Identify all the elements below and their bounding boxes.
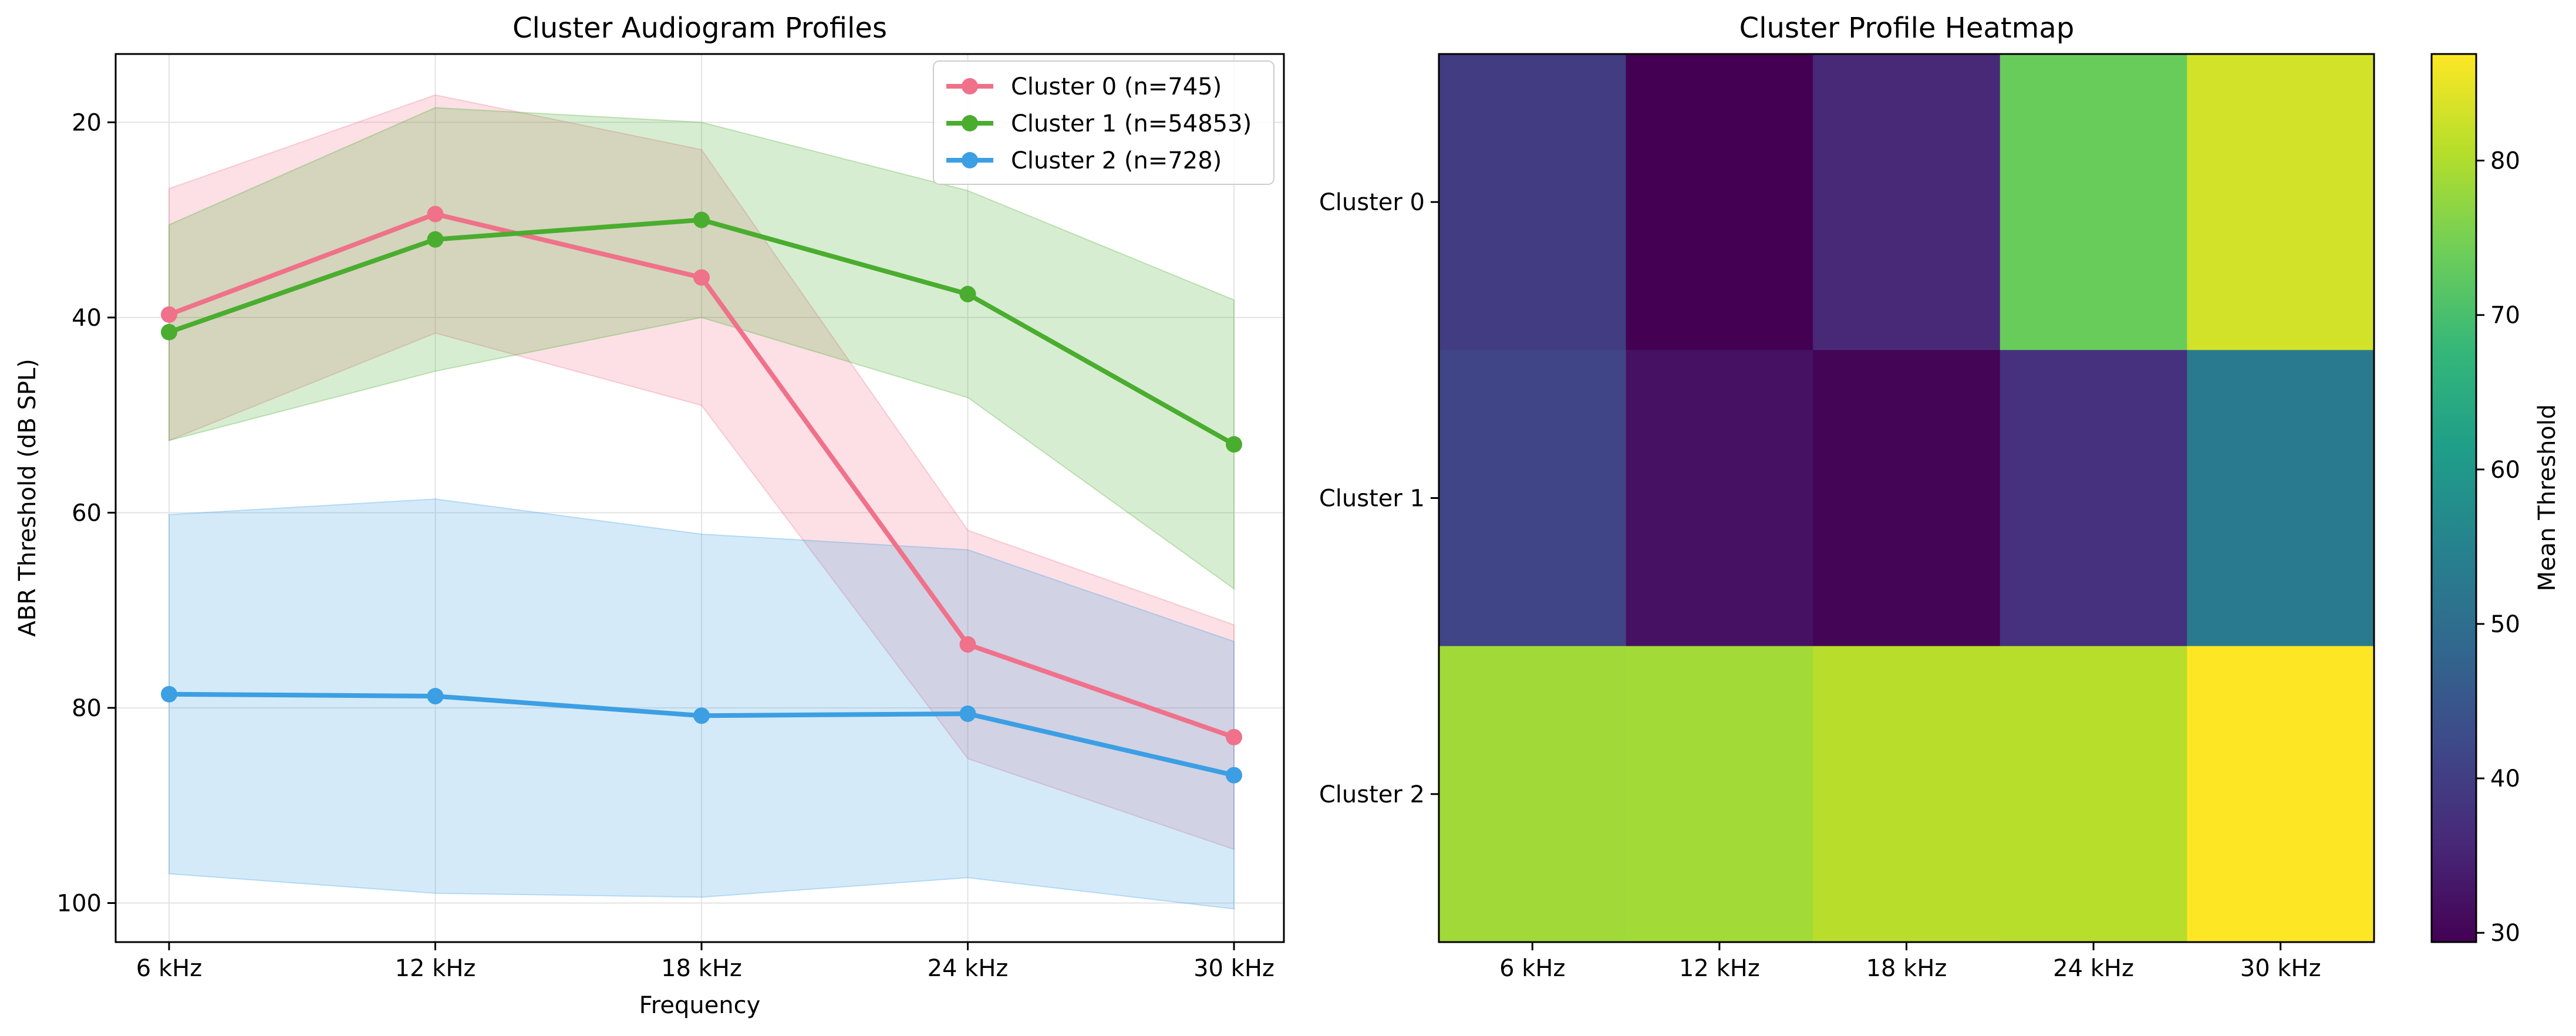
colorbar-tick-label: 40 — [2490, 765, 2520, 792]
heatmap-cell — [2000, 646, 2187, 943]
heatmap-cell — [1813, 54, 2001, 350]
y-tick-label: 100 — [57, 890, 102, 917]
heatmap-cell — [2187, 646, 2375, 943]
y-axis-label: ABR Threshold (dB SPL) — [14, 359, 41, 637]
heatmap-cell — [1439, 54, 1627, 350]
heatmap-x-tick-label: 6 kHz — [1499, 955, 1565, 982]
line-chart-lines — [161, 205, 1242, 784]
heatmap-cell — [2000, 54, 2187, 350]
band-cluster-2 — [168, 498, 1235, 910]
colorbar-label: Mean Threshold — [2534, 404, 2561, 592]
heatmap-x-tick-label: 18 kHz — [1866, 955, 1947, 982]
colorbar-tick-label: 70 — [2490, 302, 2520, 329]
x-tick-label: 12 kHz — [395, 955, 476, 982]
point-cluster-0 — [959, 636, 976, 653]
colorbar-tick-label: 30 — [2490, 920, 2520, 947]
heatmap-cell — [2187, 350, 2375, 647]
heatmap-title: Cluster Profile Heatmap — [1739, 12, 2075, 45]
heatmap-y-tick-label: Cluster 2 — [1319, 781, 1425, 808]
heatmap-cell — [1813, 646, 2001, 943]
y-tick-label: 40 — [72, 305, 102, 332]
legend-marker — [962, 152, 978, 168]
colorbar-ticks: 30 40 50 60 70 80 — [2476, 148, 2520, 947]
y-tick-label: 80 — [72, 695, 102, 722]
line-chart: Cluster Audiogram Profiles 6 kHz 12 kHz 18… — [14, 12, 1285, 1019]
point-cluster-1 — [161, 323, 177, 340]
band-cluster-0 — [168, 94, 1235, 851]
y-tick-label: 20 — [72, 109, 102, 136]
x-tick-label: 30 kHz — [1193, 955, 1274, 982]
x-axis-ticks: 6 kHz 12 kHz 18 kHz 24 kHz 30 kHz — [136, 942, 1274, 982]
point-cluster-2 — [959, 705, 976, 722]
y-axis-ticks: 20 40 60 80 100 — [57, 109, 116, 917]
colorbar-tick-label: 60 — [2490, 457, 2520, 484]
heatmap-cell — [1626, 350, 1813, 647]
point-cluster-1 — [959, 286, 976, 303]
heatmap-cell — [2000, 350, 2187, 647]
heatmap-cell — [1626, 646, 1813, 943]
point-cluster-2 — [427, 688, 444, 705]
heatmap-cells — [1439, 54, 2375, 943]
x-tick-label: 18 kHz — [661, 955, 742, 982]
legend-marker — [962, 78, 978, 95]
x-tick-label: 6 kHz — [136, 955, 202, 982]
heatmap-cell — [1626, 54, 1813, 350]
heatmap-cell — [1439, 350, 1627, 647]
point-cluster-2 — [161, 686, 177, 703]
heatmap: Cluster Profile Heatmap 6 kHz 12 kHz 18 kH… — [1319, 12, 2561, 982]
heatmap-y-ticks: Cluster 0 Cluster 1 Cluster 2 — [1319, 189, 1439, 808]
x-tick-label: 24 kHz — [928, 955, 1009, 982]
point-cluster-0 — [427, 205, 444, 222]
point-cluster-0 — [1226, 728, 1242, 745]
line-chart-grid — [116, 54, 1284, 942]
point-cluster-0 — [161, 306, 177, 323]
heatmap-cell — [2187, 54, 2375, 350]
line-chart-title: Cluster Audiogram Profiles — [512, 12, 887, 45]
legend-entry: Cluster 1 (n=54853) — [1011, 110, 1252, 137]
legend-entry: Cluster 0 (n=745) — [1011, 73, 1222, 100]
legend-entry: Cluster 2 (n=728) — [1011, 147, 1222, 174]
colorbar-tick-label: 80 — [2490, 148, 2520, 175]
heatmap-y-tick-label: Cluster 0 — [1319, 189, 1425, 216]
line-chart-bands — [168, 94, 1235, 910]
line-chart-frame — [114, 53, 1285, 943]
heatmap-cell — [1439, 646, 1627, 943]
colorbar — [2430, 53, 2477, 943]
point-cluster-0 — [693, 269, 710, 286]
legend-marker — [962, 115, 978, 131]
heatmap-x-tick-label: 30 kHz — [2240, 955, 2321, 982]
point-cluster-2 — [693, 707, 710, 724]
band-cluster-1 — [168, 107, 1235, 590]
heatmap-x-tick-label: 24 kHz — [2053, 955, 2134, 982]
point-cluster-2 — [1226, 767, 1242, 784]
point-cluster-1 — [427, 231, 444, 248]
heatmap-cell — [1813, 350, 2001, 647]
x-axis-label: Frequency — [639, 992, 761, 1019]
heatmap-y-tick-label: Cluster 1 — [1319, 485, 1425, 512]
point-cluster-1 — [693, 211, 710, 228]
heatmap-x-tick-label: 12 kHz — [1679, 955, 1760, 982]
legend-box — [933, 60, 1274, 185]
point-cluster-1 — [1226, 436, 1242, 453]
heatmap-x-ticks: 6 kHz 12 kHz 18 kHz 24 kHz 30 kHz — [1499, 942, 2321, 982]
legend: Cluster 0 (n=745) Cluster 1 (n=54853) Clus… — [933, 60, 1274, 185]
y-tick-label: 60 — [72, 500, 102, 527]
colorbar-tick-label: 50 — [2490, 611, 2520, 638]
